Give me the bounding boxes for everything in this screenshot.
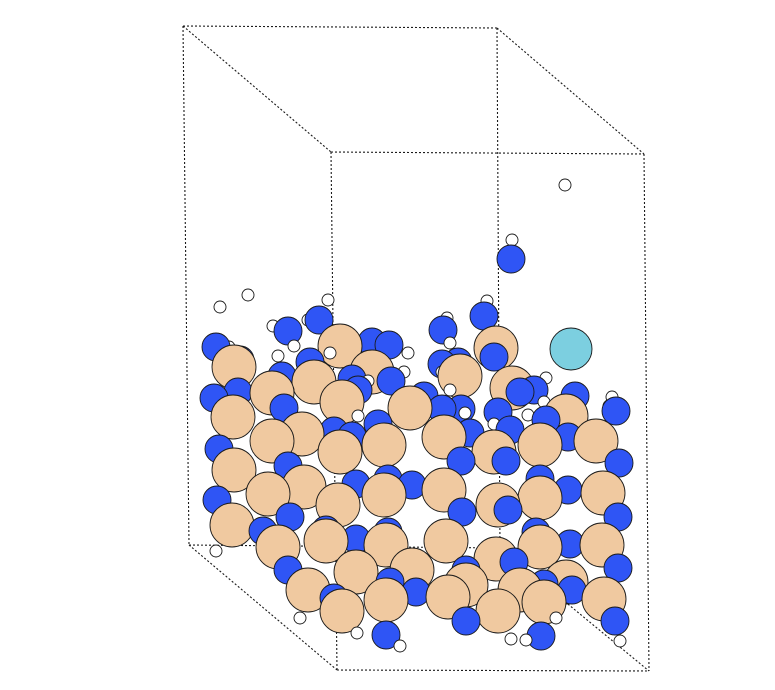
- blue-atom: [371, 620, 401, 650]
- hydrogen-atom: [401, 346, 415, 360]
- hydrogen-atom: [350, 626, 364, 640]
- blue-atom: [446, 446, 476, 476]
- hydrogen-atom: [443, 336, 457, 350]
- hydrogen-atom: [458, 406, 472, 420]
- hydrogen-atom: [209, 544, 223, 558]
- cell-edge-connect-bl: [188, 544, 338, 671]
- cell-edge-back-top: [182, 25, 498, 29]
- metal-atom: [211, 447, 257, 493]
- metal-atom: [319, 588, 365, 634]
- blue-atom: [376, 366, 406, 396]
- metal-atom: [475, 588, 521, 634]
- hydrogen-atom: [271, 349, 285, 363]
- hydrogen-atom: [241, 288, 255, 302]
- metal-atom: [425, 574, 471, 620]
- hydrogen-atom: [213, 300, 227, 314]
- cyan-atom: [549, 327, 593, 371]
- cell-edge-front-right: [643, 153, 650, 672]
- metal-atom: [387, 385, 433, 431]
- cell-edge-back-left: [182, 25, 190, 546]
- metal-atom: [245, 471, 291, 517]
- metal-atom: [573, 418, 619, 464]
- cell-edge-front-top: [330, 151, 645, 155]
- metal-atom: [210, 394, 256, 440]
- hydrogen-atom: [519, 633, 533, 647]
- blue-atom: [493, 495, 523, 525]
- blue-atom: [496, 244, 526, 274]
- hydrogen-atom: [393, 639, 407, 653]
- blue-atom: [601, 396, 631, 426]
- cell-edge-front-bottom: [336, 669, 650, 672]
- hydrogen-atom: [613, 634, 627, 648]
- blue-atom: [526, 621, 556, 651]
- hydrogen-atom: [443, 383, 457, 397]
- hydrogen-atom: [549, 611, 563, 625]
- blue-atom: [604, 448, 634, 478]
- blue-atom: [600, 606, 630, 636]
- hydrogen-atom: [351, 409, 365, 423]
- metal-atom: [517, 475, 563, 521]
- cell-edge-connect-tl: [182, 25, 332, 153]
- metal-atom: [517, 524, 563, 570]
- metal-atom: [363, 577, 409, 623]
- hydrogen-atom: [287, 339, 301, 353]
- metal-atom: [517, 422, 563, 468]
- blue-atom: [304, 305, 334, 335]
- hydrogen-atom: [321, 293, 335, 307]
- metal-atom: [303, 518, 349, 564]
- blue-atom: [505, 377, 535, 407]
- cell-edge-connect-tr: [496, 27, 645, 155]
- metal-atom: [361, 422, 407, 468]
- metal-atom: [317, 429, 363, 475]
- hydrogen-atom: [293, 611, 307, 625]
- metal-atom: [361, 472, 407, 518]
- metal-atom: [249, 418, 295, 464]
- hydrogen-atom: [505, 233, 519, 247]
- hydrogen-atom: [504, 632, 518, 646]
- blue-atom: [479, 342, 509, 372]
- metal-atom: [423, 518, 469, 564]
- atoms-group: [199, 178, 634, 653]
- hydrogen-atom: [323, 346, 337, 360]
- hydrogen-atom: [558, 178, 572, 192]
- metal-atom: [209, 502, 255, 548]
- blue-atom: [491, 446, 521, 476]
- blue-atom: [451, 606, 481, 636]
